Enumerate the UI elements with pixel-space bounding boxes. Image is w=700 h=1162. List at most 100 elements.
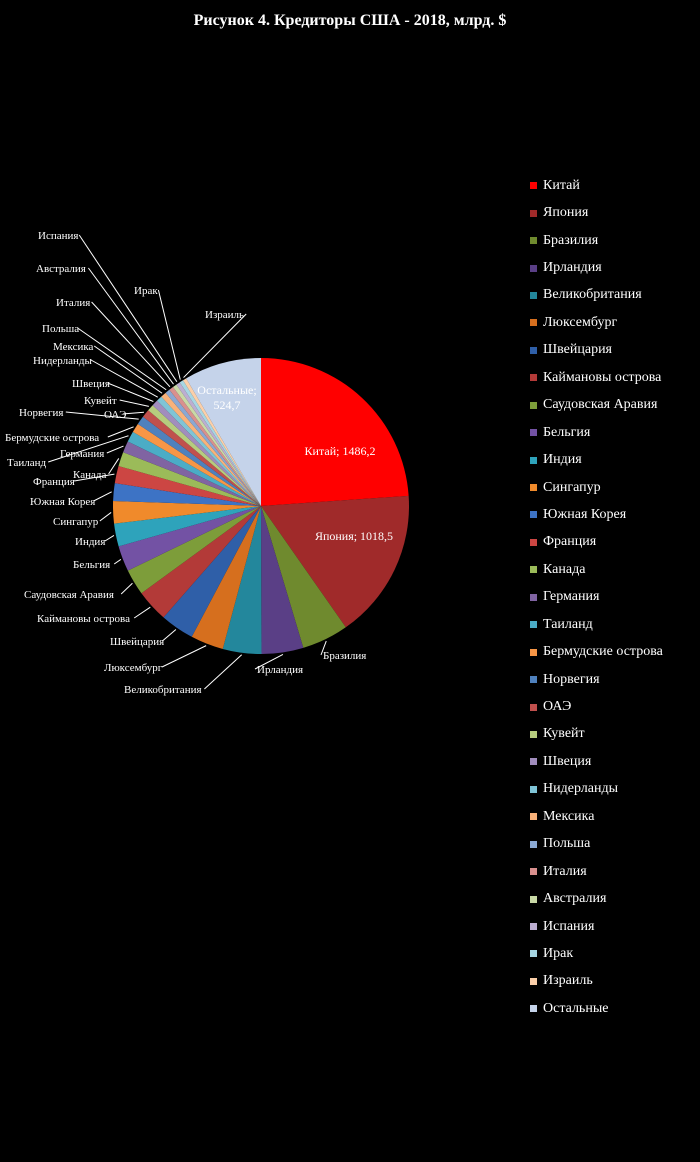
legend-label: Сингапур (543, 479, 601, 495)
leader-line-норвегия (65, 411, 139, 420)
legend-item-кувейт: Кувейт (530, 721, 663, 748)
pie-slice-бразилия (261, 506, 346, 648)
data-label-италия: Италия (56, 297, 90, 309)
data-label-бразилия: Бразилия (323, 650, 366, 662)
legend-swatch (530, 621, 537, 629)
data-label-австралия: Австралия (36, 263, 86, 275)
legend-label: Ирак (543, 945, 574, 961)
legend-swatch (530, 456, 537, 464)
data-label-нидерланды: Нидерланды (33, 355, 93, 367)
legend-swatch (530, 758, 537, 766)
data-label-бельгия: Бельгия (73, 559, 110, 571)
pie-slice-таиланд (127, 431, 261, 506)
leader-line-швейцария (162, 629, 177, 642)
data-label-испания: Испания (38, 230, 78, 242)
legend-label: Польша (543, 836, 591, 852)
legend-item-бразилия: Бразилия (530, 227, 663, 254)
legend-label: Норвегия (543, 671, 600, 687)
legend-item-ирландия: Ирландия (530, 254, 663, 281)
data-label-китай: Китай; 1486,2 (305, 444, 376, 458)
pie-slice-швейцария (163, 506, 261, 637)
pie-slice-каймановы-острова (141, 506, 261, 618)
legend-label: Ирландия (543, 260, 602, 276)
pie-slice-канада (118, 452, 261, 506)
pie-slice-ирак (179, 380, 261, 506)
legend-label: Каймановы острова (543, 369, 662, 385)
legend-item-саудовская-аравия: Саудовская Аравия (530, 392, 663, 419)
legend-label: Саудовская Аравия (543, 397, 658, 413)
leader-line-франция (74, 473, 115, 482)
data-label-ирак: Ирак (134, 285, 158, 297)
legend-label: Индия (543, 452, 582, 468)
legend-item-остальные: Остальные (530, 995, 663, 1022)
data-label-канада: Канада (73, 469, 106, 481)
legend-item-сингапур: Сингапур (530, 474, 663, 501)
legend-label: Франция (543, 534, 597, 550)
pie-slice-мексика (161, 392, 261, 506)
legend-item-китай: Китай (530, 172, 663, 199)
leader-line-польша (77, 327, 167, 391)
leader-line-швеция (107, 382, 154, 402)
data-label-остальные: 524,7 (214, 398, 241, 412)
pie-slice-оаэ (142, 410, 261, 506)
legend-item-нидерланды: Нидерланды (530, 776, 663, 803)
data-label-мексика: Мексика (53, 341, 94, 353)
pie-slice-швеция (152, 400, 261, 506)
leader-line-каймановы-острова (133, 606, 151, 619)
leader-line-великобритания (204, 654, 243, 690)
legend-label: Кувейт (543, 726, 585, 742)
legend-item-каймановы-острова: Каймановы острова (530, 364, 663, 391)
legend-item-канада: Канада (530, 556, 663, 583)
pie-slice-ирландия (261, 506, 304, 654)
legend-label: Швейцария (543, 342, 612, 358)
legend-item-испания: Испания (530, 913, 663, 940)
data-label-сингапур: Сингапур (53, 516, 99, 528)
legend-swatch (530, 730, 537, 738)
legend-item-швейцария: Швейцария (530, 337, 663, 364)
data-label-германия: Германия (60, 448, 104, 460)
pie-slice-бельгия (118, 506, 262, 571)
pie-slice-нидерланды (157, 396, 261, 506)
legend-swatch (530, 182, 537, 190)
legend-swatch (530, 374, 537, 382)
legend-item-бельгия: Бельгия (530, 419, 663, 446)
data-label-индия: Индия (75, 536, 105, 548)
leader-line-ирак (157, 289, 181, 380)
legend-item-польша: Польша (530, 831, 663, 858)
legend-swatch (530, 703, 537, 711)
legend-item-австралия: Австралия (530, 885, 663, 912)
legend-item-таиланд: Таиланд (530, 611, 663, 638)
leader-line-индия (104, 535, 115, 542)
legend-label: Мексика (543, 808, 595, 824)
leader-line-бразилия (320, 640, 327, 656)
leader-line-канада (108, 458, 120, 475)
data-label-швейцария: Швейцария (110, 636, 164, 648)
legend-swatch (530, 840, 537, 848)
pie-slice-остальные (186, 358, 261, 506)
legend-item-бермудские-острова: Бермудские острова (530, 638, 663, 665)
legend-swatch (530, 676, 537, 684)
pie-slice-норвегия (137, 416, 261, 506)
legend-label: Люксембург (543, 314, 618, 330)
legend-swatch (530, 538, 537, 546)
legend-item-люксембург: Люксембург (530, 309, 663, 336)
leader-line-мексика (93, 345, 163, 394)
legend-label: Бермудские острова (543, 644, 663, 660)
leader-line-нидерланды (90, 359, 159, 398)
legend-item-израиль: Израиль (530, 968, 663, 995)
legend-swatch (530, 593, 537, 601)
legend-swatch (530, 346, 537, 354)
pie-slice-люксембург (191, 506, 261, 649)
data-label-польша: Польша (42, 323, 79, 335)
pie-slice-австралия (173, 384, 261, 506)
pie-slice-великобритания (222, 506, 262, 654)
legend-label: Южная Корея (543, 506, 627, 522)
legend-label: Швеция (543, 753, 592, 769)
pie-slice-саудовская-аравия (127, 506, 261, 594)
legend-label: Великобритания (543, 287, 642, 303)
legend-swatch (530, 1005, 537, 1013)
legend-item-южная-корея: Южная Корея (530, 501, 663, 528)
legend-label: Бельгия (543, 424, 591, 440)
legend-item-мексика: Мексика (530, 803, 663, 830)
